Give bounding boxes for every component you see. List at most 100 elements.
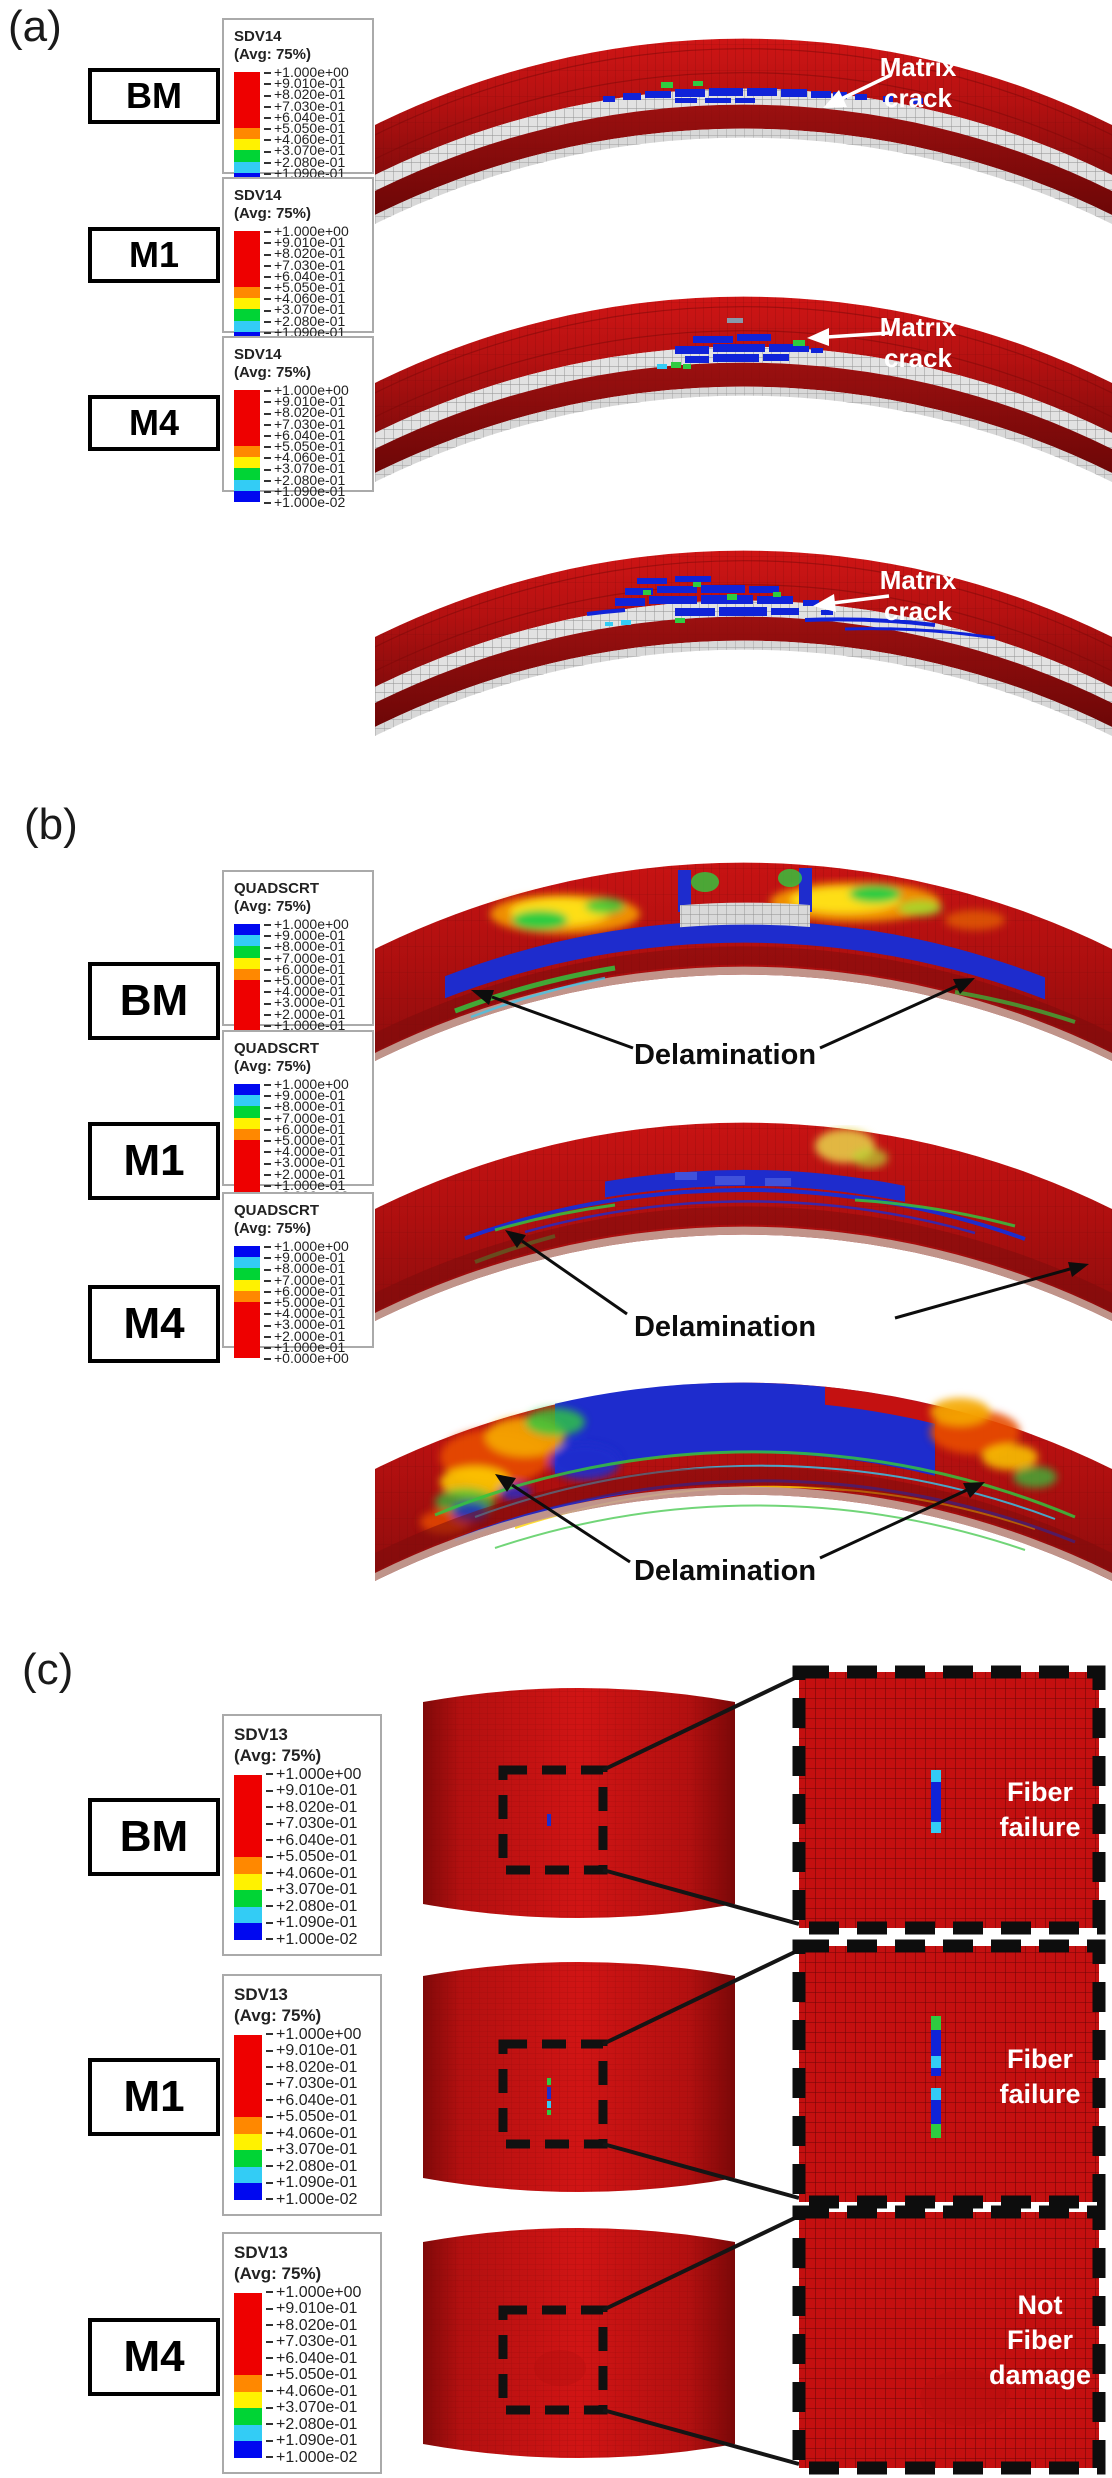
legend-subtitle: (Avg: 75%) xyxy=(234,46,311,63)
dashed-roi-box xyxy=(498,1765,608,1875)
panel-c-letter: (c) xyxy=(22,1645,74,1694)
delamination-arrow-right xyxy=(819,978,975,1050)
contour-plot-c-bm xyxy=(423,1665,1106,1935)
legend-colorbar: +1.000e+00 +9.000e-01 +8.000e-01 +7.000e-01… xyxy=(234,916,368,1044)
legend-subtitle: (Avg: 75%) xyxy=(234,1220,311,1237)
delamination-arrow-right xyxy=(894,1262,1089,1320)
legend-subtitle: (Avg: 75%) xyxy=(234,1058,311,1075)
cylinder-shell xyxy=(423,1962,735,2192)
matrix-crack-arrow xyxy=(807,328,890,346)
cylinder-shell xyxy=(423,1688,735,1918)
dashed-roi-box xyxy=(498,2039,608,2149)
contour-plot-b-m4 xyxy=(375,1382,1112,1582)
contour-plot-c-m4 xyxy=(423,2205,1106,2475)
fiber-damage-mark-small xyxy=(547,1814,551,1826)
legend-title: SDV13 xyxy=(234,1725,288,1744)
model-label-box-c-m1: M1 xyxy=(88,2058,220,2136)
zoom-inset xyxy=(792,1665,1106,1935)
matrix-crack-label: Matrix crack xyxy=(879,52,957,114)
fiber-damage-mark-small xyxy=(547,2078,551,2115)
zoom-inset xyxy=(792,2205,1106,2475)
colorbar-legend-c-bm: SDV13 (Avg: 75%) +1.000e+00 +9.010e-01 +8.… xyxy=(222,1714,382,1956)
contour-plot-a-m4 xyxy=(375,550,1112,737)
panel-b-letter: (b) xyxy=(24,800,78,849)
connector-line-bottom xyxy=(602,2142,800,2200)
colorbar-legend-a-m1: SDV14 (Avg: 75%) +1.000e+00 +9.010e-01 +8.… xyxy=(222,177,374,351)
faint-stress-smudge xyxy=(534,2350,586,2386)
contour-plot-a-bm xyxy=(375,38,1112,225)
legend-colorbar: +1.000e+00 +9.010e-01 +8.020e-01 +7.030e-01… xyxy=(234,2026,376,2208)
inner-layers xyxy=(375,1206,1112,1322)
matrix-crack-marks xyxy=(603,81,923,104)
legend-title: QUADSCRT xyxy=(234,1202,319,1219)
not-fiber-damage-label: Not Fiber damage xyxy=(988,2290,1092,2391)
faint-stress-smudge xyxy=(920,2370,1010,2426)
delamination-label: Delamination xyxy=(633,1555,817,1587)
delamination-blue-band xyxy=(445,868,1045,1000)
contour-plot-b-bm xyxy=(375,862,1112,1062)
legend-title: SDV14 xyxy=(234,187,282,204)
legend-colorbar: +1.000e+00 +9.010e-01 +8.020e-01 +7.030e-01… xyxy=(234,2284,376,2466)
delamination-arrow-left xyxy=(495,1474,631,1564)
contour-plot-b-m1 xyxy=(375,1122,1112,1322)
legend-title: SDV14 xyxy=(234,28,282,45)
legend-colorbar: +1.000e+00 +9.010e-01 +8.020e-01 +7.030e-01… xyxy=(234,223,368,351)
model-label-box-a-m1: M1 xyxy=(88,227,220,283)
legend-colorbar: +1.000e+00 +9.010e-01 +8.020e-01 +7.030e-01… xyxy=(234,64,368,192)
fiber-damage-marks xyxy=(931,2016,941,2138)
delamination-contours xyxy=(420,1382,1076,1551)
colorbar-legend-a-m4: SDV14 (Avg: 75%) +1.000e+00 +9.010e-01 +8.… xyxy=(222,336,374,510)
model-label-box-b-m4: M4 xyxy=(88,1285,220,1363)
legend-subtitle: (Avg: 75%) xyxy=(234,898,311,915)
legend-title: QUADSCRT xyxy=(234,1040,319,1057)
delamination-arrow-left xyxy=(471,990,634,1050)
connector-line-top xyxy=(602,1948,800,2046)
legend-colorbar: +1.000e+00 +9.000e-01 +8.000e-01 +7.000e-01… xyxy=(234,1238,368,1366)
arch-cross-section xyxy=(375,296,1112,483)
connector-line-top xyxy=(602,1674,800,1772)
legend-subtitle: (Avg: 75%) xyxy=(234,2006,322,2026)
delamination-arrow-left xyxy=(505,1230,628,1316)
dashed-roi-box xyxy=(498,2305,608,2415)
matrix-crack-label: Matrix crack xyxy=(879,565,957,627)
colorbar-legend-a-bm: SDV14 (Avg: 75%) +1.000e+00 +9.010e-01 +8.… xyxy=(222,18,374,192)
inner-layers xyxy=(375,946,1112,1062)
fiber-damage-marks xyxy=(931,1770,941,1833)
model-label-box-a-m4: M4 xyxy=(88,395,220,451)
legend-title: SDV13 xyxy=(234,2243,288,2262)
cylinder-shell xyxy=(423,2228,735,2458)
legend-colorbar: +1.000e+00 +9.010e-01 +8.020e-01 +7.030e-01… xyxy=(234,1766,376,1948)
matrix-crack-label: Matrix crack xyxy=(879,312,957,374)
matrix-crack-arrow xyxy=(823,73,892,108)
colorbar-legend-c-m1: SDV13 (Avg: 75%) +1.000e+00 +9.010e-01 +8.… xyxy=(222,1974,382,2216)
panel-a-letter: (a) xyxy=(8,2,62,51)
matrix-crack-marks xyxy=(586,576,996,640)
model-label-box-c-bm: BM xyxy=(88,1798,220,1876)
legend-title: SDV13 xyxy=(234,1985,288,2004)
connector-line-bottom xyxy=(602,1868,800,1926)
model-label-box-b-m1: M1 xyxy=(88,1122,220,1200)
contour-plot-c-m1 xyxy=(423,1939,1106,2209)
connector-line-bottom xyxy=(602,2408,800,2466)
colorbar-legend-b-bm: QUADSCRT (Avg: 75%) +1.000e+00 +9.000e-01… xyxy=(222,870,374,1044)
model-label-box-c-m4: M4 xyxy=(88,2318,220,2396)
connector-line-top xyxy=(602,2214,800,2312)
contour-plot-a-m1 xyxy=(375,296,1112,483)
delamination-label: Delamination xyxy=(633,1311,817,1343)
inner-layers xyxy=(375,1466,1112,1582)
matrix-crack-marks xyxy=(657,318,823,369)
delamination-arrow-right xyxy=(819,1482,985,1560)
fiber-failure-label: Fiber failure xyxy=(999,1777,1081,1843)
arch-cross-section xyxy=(375,38,1112,225)
fiber-failure-label: Fiber failure xyxy=(999,2044,1081,2110)
delamination-label: Delamination xyxy=(633,1039,817,1071)
colorbar-legend-b-m1: QUADSCRT (Avg: 75%) +1.000e+00 +9.000e-01… xyxy=(222,1030,374,1204)
matrix-crack-arrow xyxy=(813,594,890,612)
legend-colorbar: +1.000e+00 +9.000e-01 +8.000e-01 +7.000e-01… xyxy=(234,1076,368,1204)
legend-subtitle: (Avg: 75%) xyxy=(234,205,311,222)
legend-colorbar: +1.000e+00 +9.010e-01 +8.020e-01 +7.030e-01… xyxy=(234,382,368,510)
legend-subtitle: (Avg: 75%) xyxy=(234,2264,322,2284)
legend-subtitle: (Avg: 75%) xyxy=(234,364,311,381)
model-label-box-b-bm: BM xyxy=(88,962,220,1040)
